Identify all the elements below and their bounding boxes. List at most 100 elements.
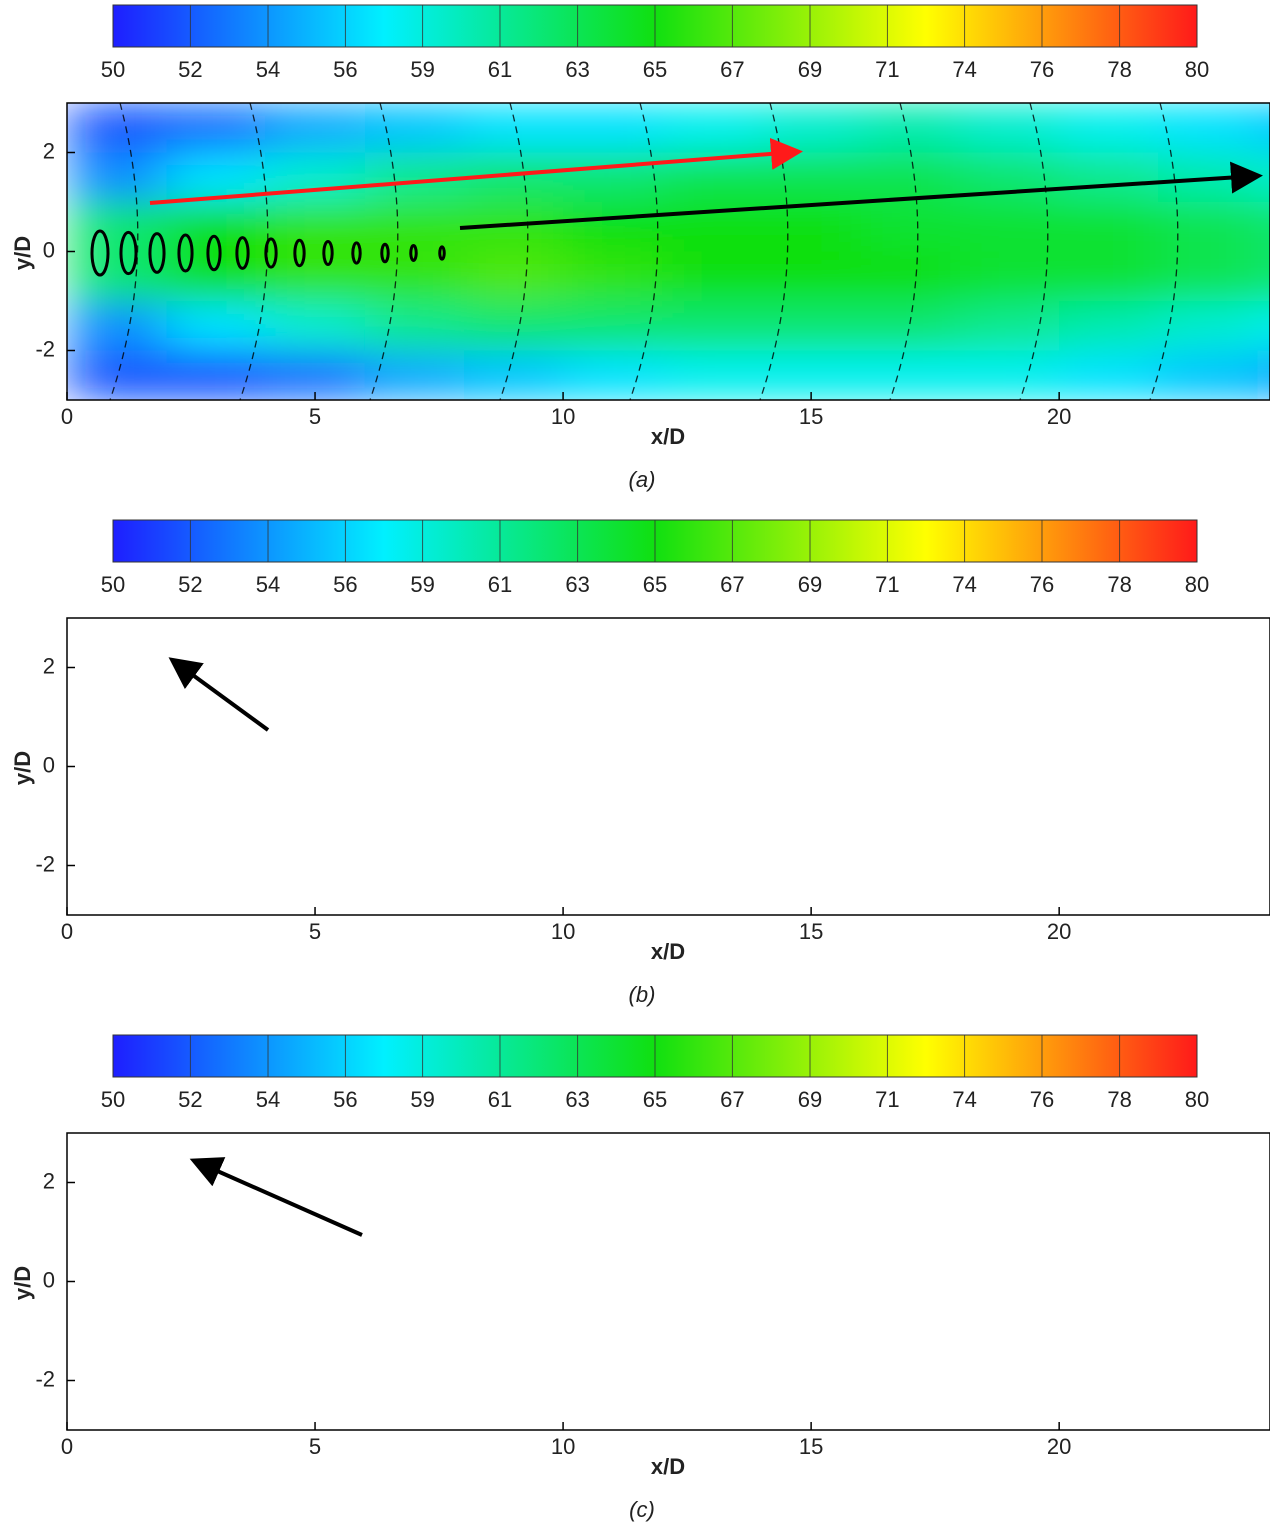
shock-cell — [351, 241, 362, 265]
field-cell — [1158, 1282, 1258, 1332]
shock-cell — [382, 1274, 388, 1292]
field-cell — [1158, 668, 1258, 718]
pressure-contour — [110, 1133, 138, 1430]
field-cell — [265, 668, 365, 718]
field-cell — [1158, 618, 1258, 668]
colorbar-tick-label: 78 — [1107, 1087, 1131, 1112]
field-cell — [166, 350, 266, 400]
field-cell — [861, 767, 961, 817]
field-cell — [1158, 1331, 1258, 1381]
field-cell — [762, 1331, 862, 1381]
shock-cell — [179, 750, 192, 786]
field-cell — [960, 1133, 1060, 1183]
field-cell — [860, 202, 961, 252]
pressure-contour — [1149, 103, 1179, 400]
field-cell — [166, 103, 266, 153]
y-tick-label: 2 — [43, 1168, 55, 1193]
field-cell — [365, 1133, 465, 1183]
field-cell — [662, 1232, 762, 1282]
field-cell — [464, 1381, 564, 1431]
colorbar-tick-label: 71 — [875, 572, 899, 597]
colorbar-tick-label: 52 — [178, 1087, 202, 1112]
pressure-contour — [109, 103, 139, 400]
colorbar-tick-label: 80 — [1185, 572, 1209, 597]
field-cell — [265, 1331, 365, 1381]
field-cell — [960, 1381, 1060, 1431]
field-cell — [861, 866, 961, 916]
field-cell — [463, 350, 564, 400]
colorbar-tick-label: 61 — [488, 57, 512, 82]
field-cell — [265, 1133, 365, 1183]
field-cell — [67, 1133, 167, 1183]
field-cell — [959, 350, 1060, 400]
x-tick-label: 15 — [799, 919, 823, 944]
y-axis-label: y/D — [10, 1266, 35, 1300]
field-cell — [1059, 301, 1159, 351]
field-cell — [563, 152, 663, 203]
pressure-contour — [240, 1133, 268, 1430]
y-tick-label: 2 — [43, 138, 55, 163]
field-cell — [1059, 350, 1159, 400]
field-cell — [1059, 767, 1159, 817]
field-cell — [860, 301, 961, 351]
shock-cell — [179, 1265, 192, 1301]
field-cell — [563, 1381, 663, 1431]
shock-cell — [266, 754, 276, 782]
field-cell — [1158, 103, 1259, 153]
field-cell — [959, 103, 1060, 153]
field-cell — [166, 717, 266, 767]
field-cell — [861, 1232, 961, 1282]
field-cell — [960, 1282, 1060, 1332]
colorbar-tick-label: 50 — [101, 57, 125, 82]
field-cell — [861, 1331, 961, 1381]
shock-cell — [353, 758, 360, 778]
shock-cell — [266, 1269, 276, 1297]
field-cell — [464, 767, 564, 817]
field-cell — [265, 618, 365, 668]
field-cell — [166, 1331, 266, 1381]
field-cell — [1258, 866, 1270, 916]
colorbar-tick-label: 59 — [410, 572, 434, 597]
field-cell — [365, 1331, 465, 1381]
field-cell — [1257, 251, 1270, 302]
field-cell — [364, 103, 465, 153]
x-tick-label: 10 — [551, 404, 575, 429]
field-cell — [67, 866, 167, 916]
shock-cell — [121, 747, 136, 788]
field-cell — [1258, 1232, 1270, 1282]
field-cell — [365, 717, 465, 767]
field-cell — [265, 103, 366, 153]
field-cell — [860, 103, 961, 153]
field-cell — [762, 1133, 862, 1183]
field-cell — [166, 301, 266, 351]
field-cell — [960, 866, 1060, 916]
field-cell — [463, 301, 564, 351]
field-cell — [464, 1331, 564, 1381]
field-cell — [563, 103, 663, 153]
field-cell — [1158, 1381, 1258, 1431]
field-cell — [662, 1183, 762, 1233]
plot-frame — [66, 1132, 1270, 1431]
field-cell — [861, 717, 961, 767]
colorbar-tick-label: 59 — [410, 57, 434, 82]
shock-cell — [438, 245, 446, 261]
field-cell — [563, 1282, 663, 1332]
caption: (b) — [629, 982, 656, 1007]
field — [67, 1133, 1270, 1431]
caption: (c) — [629, 1497, 655, 1522]
shock-cell — [148, 232, 166, 274]
field-cell — [563, 816, 663, 866]
colorbar-tick-label: 59 — [410, 1087, 434, 1112]
field-cell — [861, 1133, 961, 1183]
field-cell — [365, 668, 465, 718]
pressure-contour — [890, 1133, 918, 1430]
field-cell — [860, 350, 961, 400]
field-cell — [959, 251, 1060, 302]
colorbar-tick-label: 54 — [256, 572, 280, 597]
field-cell — [166, 1133, 266, 1183]
field-cell — [662, 668, 762, 718]
field-cell — [1257, 152, 1270, 203]
shock-cell — [264, 237, 278, 269]
field-cell — [464, 816, 564, 866]
shock-cell — [322, 240, 334, 266]
